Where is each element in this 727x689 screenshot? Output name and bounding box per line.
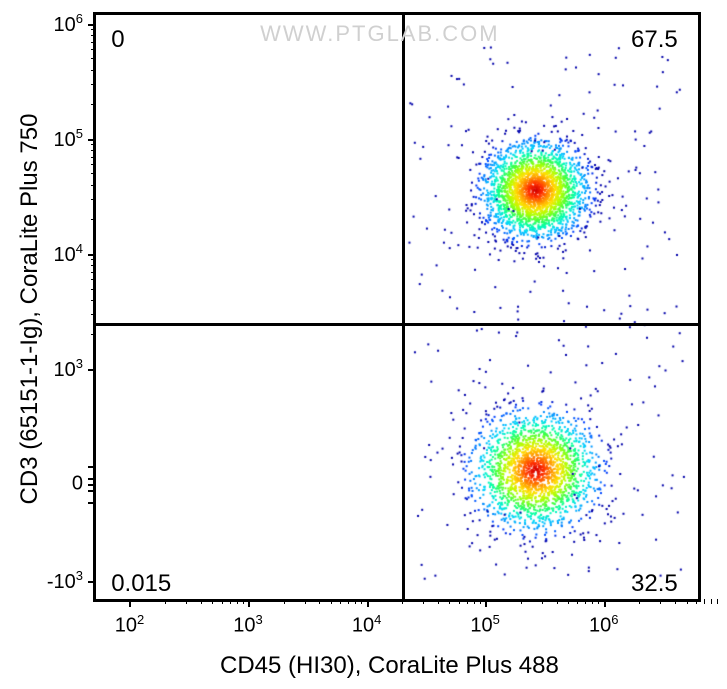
x-tick-label: 106 xyxy=(589,612,618,638)
x-tick-minor xyxy=(717,599,718,604)
y-tick-label: 105 xyxy=(54,126,83,152)
quadrant-vertical-line xyxy=(402,15,405,599)
x-axis-title: CD45 (HI30), CoraLite Plus 488 xyxy=(220,652,559,680)
quadrant-label-q4: 32.5 xyxy=(631,570,678,598)
flow-cytometry-plot: WWW.PTGLAB.COM 0 67.5 0.015 32.5 xyxy=(93,12,701,602)
quadrant-label-q3: 0.015 xyxy=(111,570,171,598)
quadrant-label-q1: 67.5 xyxy=(631,26,678,54)
plot-area: WWW.PTGLAB.COM 0 67.5 0.015 32.5 xyxy=(93,12,701,602)
x-tick-minor xyxy=(711,599,712,604)
y-tick-label: 0 xyxy=(72,473,83,496)
x-axis: 102 103 104 105 106 xyxy=(93,602,701,642)
x-tick-label: 103 xyxy=(233,612,262,638)
x-tick-minor xyxy=(704,599,705,604)
x-tick-label: 105 xyxy=(470,612,499,638)
y-axis: 1061051041030-103 xyxy=(53,12,93,602)
y-tick-label: 106 xyxy=(54,11,83,37)
scatter-canvas xyxy=(96,15,698,599)
x-tick-label: 104 xyxy=(352,612,381,638)
quadrant-horizontal-line xyxy=(96,323,698,326)
watermark: WWW.PTGLAB.COM xyxy=(260,21,499,47)
y-tick-label: 103 xyxy=(54,356,83,382)
y-tick-label: 104 xyxy=(54,241,83,267)
x-tick-label: 102 xyxy=(115,612,144,638)
quadrant-label-q2: 0 xyxy=(111,26,124,54)
y-axis-title: CD3 (65151-1-Ig), CoraLite Plus 750 xyxy=(16,99,44,519)
y-tick-label: -103 xyxy=(47,569,83,595)
